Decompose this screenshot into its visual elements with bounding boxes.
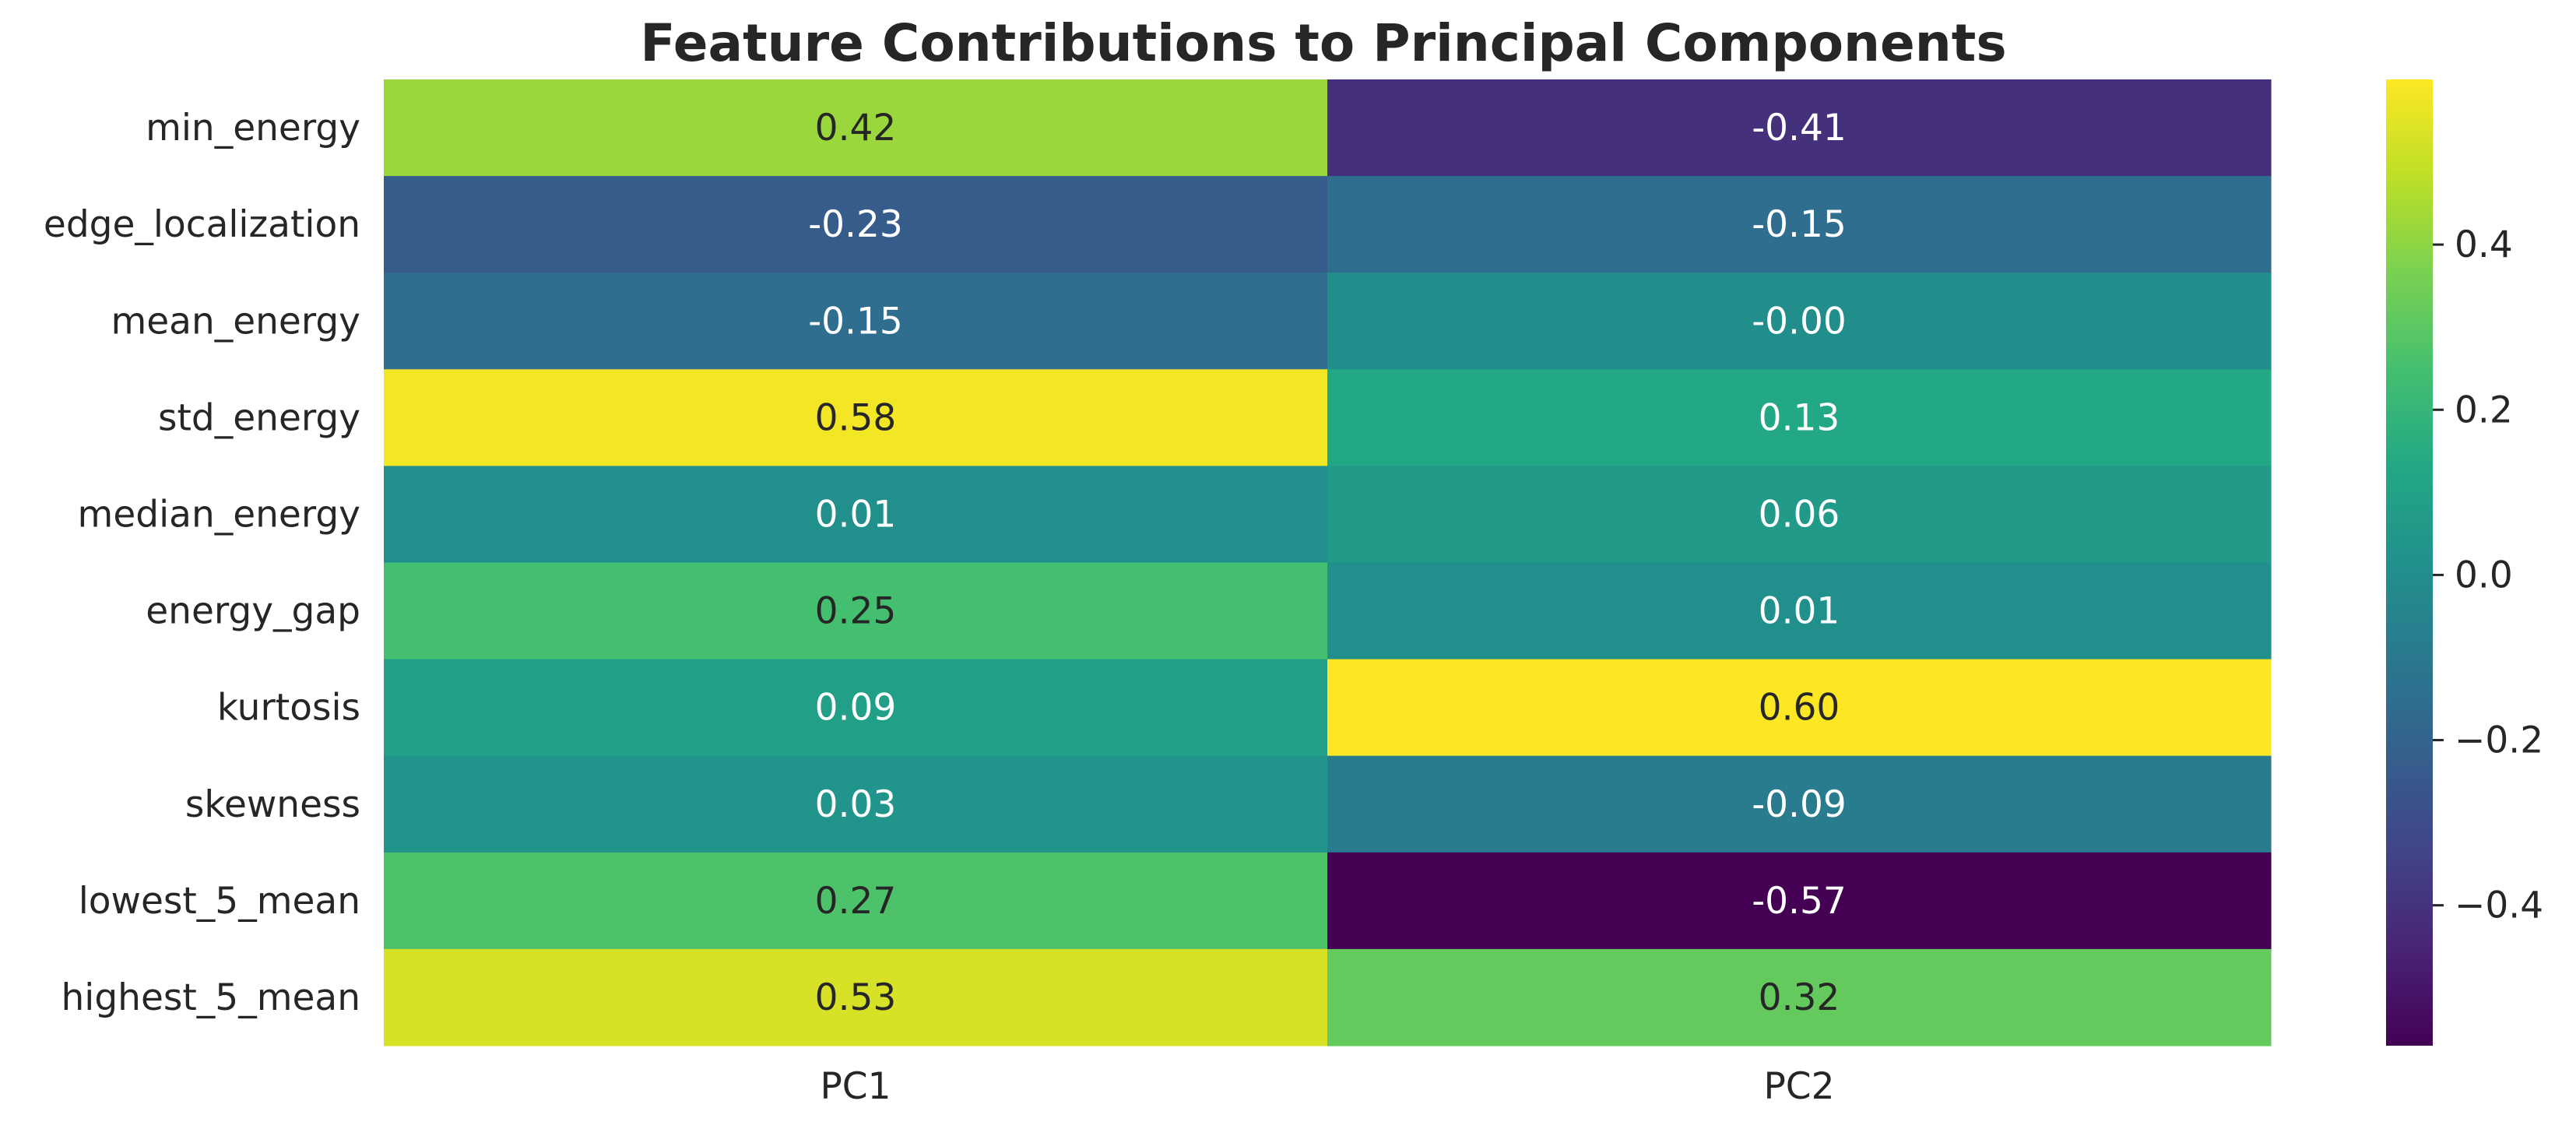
cell-value-label: 0.01 <box>815 493 897 536</box>
heatmap-cell <box>1327 948 2272 1046</box>
heatmap-cell <box>1327 466 2272 564</box>
heatmap-cell <box>384 466 1328 564</box>
row-label: std_energy <box>158 396 360 439</box>
colorbar-gradient <box>2386 79 2433 1046</box>
cell-value-label: 0.42 <box>815 107 897 149</box>
column-label: PC1 <box>820 1065 891 1108</box>
row-label: kurtosis <box>217 687 360 730</box>
cell-value-label: -0.00 <box>1752 300 1847 343</box>
cell-value-label: -0.41 <box>1752 107 1847 149</box>
cell-value-label: 0.53 <box>815 976 897 1019</box>
cell-value-label: -0.15 <box>808 300 903 343</box>
cell-value-label: -0.09 <box>1752 783 1847 826</box>
heatmap-cell <box>384 273 1328 370</box>
heatmap-cell <box>1327 79 2272 177</box>
row-label: edge_localization <box>44 203 360 246</box>
chart-title: Feature Contributions to Principal Compo… <box>640 13 2006 73</box>
cell-value-label: -0.23 <box>808 203 903 246</box>
row-labels: min_energy edge_localization mean_energyst… <box>44 107 360 1019</box>
cell-value-label: 0.60 <box>1759 687 1840 730</box>
cell-value-label: 0.09 <box>815 687 897 730</box>
row-label: median_energy <box>78 493 360 536</box>
cell-value-label: 0.58 <box>815 396 897 439</box>
row-label: highest_5_mean <box>62 976 361 1019</box>
heatmap-cell <box>1327 273 2272 370</box>
heatmap-cell <box>1327 562 2272 660</box>
heatmap-cell <box>384 852 1328 950</box>
column-label: PC2 <box>1763 1065 1834 1108</box>
column-labels: PC1 PC2 <box>820 1065 1834 1108</box>
colorbar-tick-label: −0.4 <box>2455 885 2543 927</box>
cell-value-label: 0.03 <box>815 783 897 826</box>
colorbar-tick-label: −0.2 <box>2455 719 2543 762</box>
row-label: skewness <box>185 783 360 826</box>
colorbar-tick-label: 0.0 <box>2455 554 2513 596</box>
cell-value-label: 0.32 <box>1759 976 1840 1019</box>
cell-value-label: 0.01 <box>1759 590 1840 633</box>
heatmap-cell <box>1327 852 2272 950</box>
heatmap-cell <box>384 659 1328 757</box>
cell-value-label: 0.13 <box>1759 396 1840 439</box>
cell-value-label: 0.06 <box>1759 493 1840 536</box>
heatmap-cell <box>384 755 1328 853</box>
cell-value-label: 0.25 <box>815 590 897 633</box>
colorbar-ticks: 0.4 0.2 0.0 −0.2 −0.4 <box>2433 223 2543 927</box>
colorbar: 0.4 0.2 0.0 −0.2 −0.4 <box>2386 79 2543 1046</box>
heatmap-cell <box>1327 659 2272 757</box>
row-label: mean_energy <box>111 300 360 343</box>
cell-value-label: -0.57 <box>1752 880 1847 923</box>
row-label: lowest_5_mean <box>79 880 360 923</box>
cell-value-label: -0.15 <box>1752 203 1847 246</box>
heatmap-cell <box>1327 369 2272 466</box>
heatmap-cell <box>1327 176 2272 273</box>
row-label: energy_gap <box>146 590 360 633</box>
heatmap-cell <box>1327 755 2272 853</box>
heatmap-cells: 0.42 -0.41 -0.23 -0.15 -0.15 -0.00 0.58 0.13 0.0… <box>384 79 2272 1046</box>
heatmap-cell <box>384 369 1328 466</box>
cell-value-label: 0.27 <box>815 880 897 923</box>
colorbar-tick-label: 0.4 <box>2455 223 2513 266</box>
heatmap-cell <box>384 948 1328 1046</box>
row-label: min_energy <box>146 107 360 149</box>
heatmap-cell <box>384 79 1328 177</box>
colorbar-tick-label: 0.2 <box>2455 389 2513 431</box>
heatmap-cell <box>384 562 1328 660</box>
heatmap-cell <box>384 176 1328 273</box>
